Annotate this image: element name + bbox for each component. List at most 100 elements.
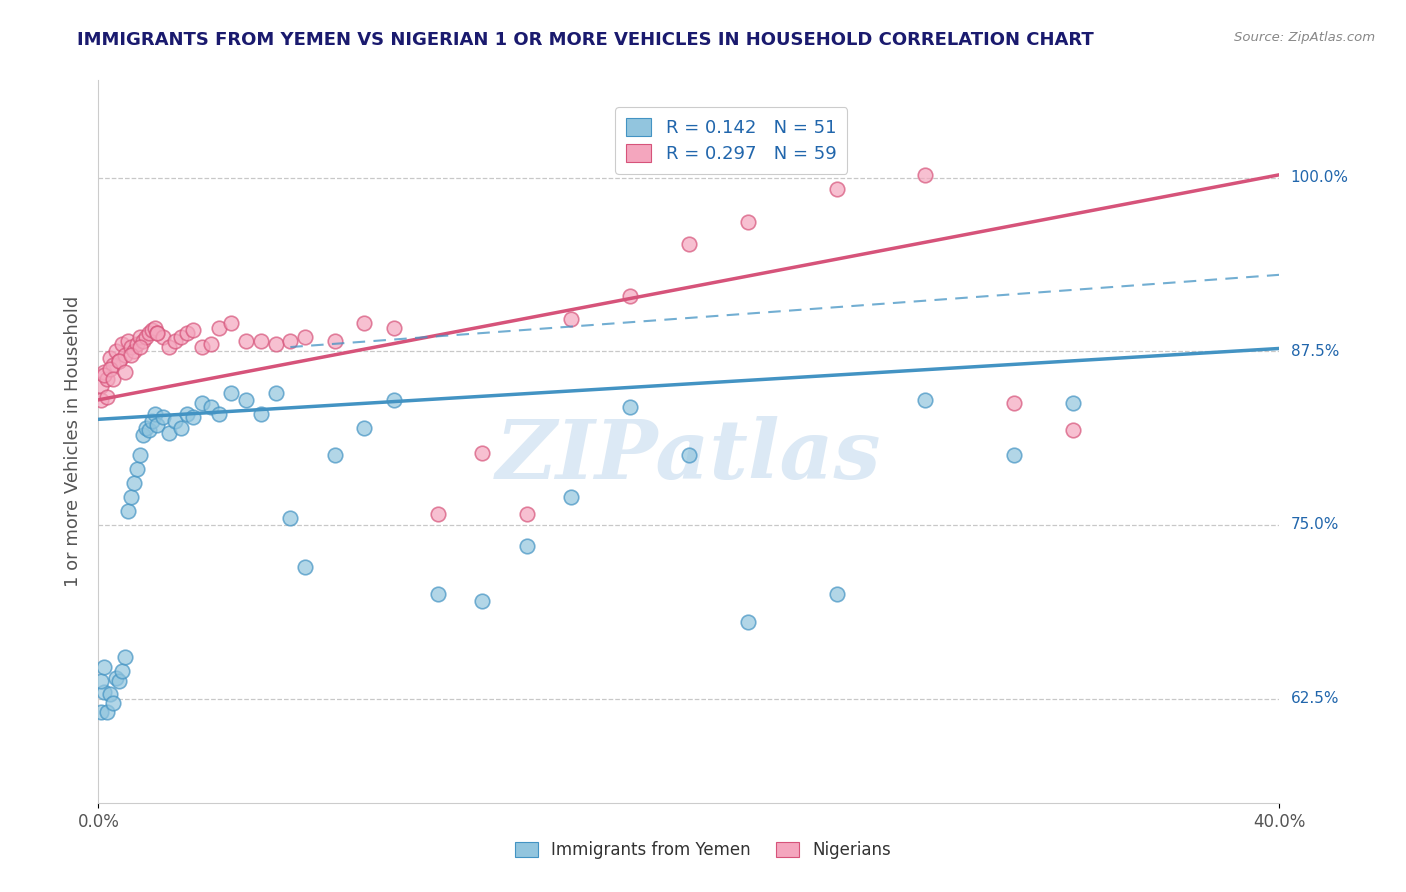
Point	[128, 330, 150, 344]
Point	[93, 365, 115, 379]
Point	[105, 344, 128, 359]
Point	[221, 317, 243, 331]
Point	[111, 337, 134, 351]
Point	[323, 334, 346, 349]
Text: Source: ZipAtlas.com: Source: ZipAtlas.com	[1234, 31, 1375, 45]
Point	[235, 392, 257, 407]
Point	[280, 334, 302, 349]
Point	[165, 334, 187, 349]
Point	[1002, 395, 1025, 409]
Point	[103, 696, 125, 710]
Point	[516, 507, 538, 521]
Point	[143, 407, 166, 421]
Point	[382, 320, 405, 334]
Point	[250, 407, 273, 421]
Point	[90, 673, 112, 688]
Text: 100.0%: 100.0%	[1291, 170, 1348, 185]
Point	[208, 407, 231, 421]
Point	[114, 365, 136, 379]
Point	[208, 320, 231, 334]
Point	[90, 379, 112, 393]
Point	[152, 330, 174, 344]
Point	[152, 409, 174, 424]
Point	[264, 337, 287, 351]
Point	[117, 334, 139, 349]
Point	[176, 326, 198, 341]
Point	[96, 706, 118, 720]
Point	[825, 182, 848, 196]
Text: 62.5%: 62.5%	[1291, 691, 1339, 706]
Point	[90, 706, 112, 720]
Point	[157, 340, 180, 354]
Point	[93, 368, 115, 382]
Point	[114, 649, 136, 664]
Point	[157, 426, 180, 441]
Point	[141, 414, 163, 428]
Point	[141, 323, 163, 337]
Point	[170, 330, 193, 344]
Point	[560, 490, 582, 504]
Point	[427, 507, 450, 521]
Point	[143, 320, 166, 334]
Point	[135, 330, 157, 344]
Point	[138, 326, 160, 341]
Point	[146, 326, 169, 341]
Point	[294, 559, 316, 574]
Point	[105, 671, 128, 685]
Point	[323, 449, 346, 463]
Point	[200, 337, 222, 351]
Point	[93, 684, 115, 698]
Point	[114, 348, 136, 362]
Point	[235, 334, 257, 349]
Point	[165, 414, 187, 428]
Point	[132, 334, 155, 349]
Point	[103, 372, 125, 386]
Point	[181, 323, 204, 337]
Point	[108, 354, 131, 368]
Point	[170, 420, 193, 434]
Point	[200, 400, 222, 414]
Point	[737, 615, 759, 630]
Point	[825, 587, 848, 601]
Point	[120, 490, 142, 504]
Legend: Immigrants from Yemen, Nigerians: Immigrants from Yemen, Nigerians	[508, 835, 898, 866]
Point	[103, 358, 125, 372]
Point	[560, 312, 582, 326]
Legend: R = 0.142   N = 51, R = 0.297   N = 59: R = 0.142 N = 51, R = 0.297 N = 59	[616, 107, 848, 174]
Point	[125, 462, 148, 476]
Point	[98, 351, 121, 366]
Point	[128, 449, 150, 463]
Point	[122, 344, 145, 359]
Text: 87.5%: 87.5%	[1291, 343, 1339, 359]
Point	[294, 330, 316, 344]
Point	[619, 400, 641, 414]
Point	[221, 385, 243, 400]
Point	[98, 362, 121, 376]
Point	[111, 664, 134, 678]
Point	[914, 168, 936, 182]
Point	[128, 340, 150, 354]
Text: 75.0%: 75.0%	[1291, 517, 1339, 533]
Point	[176, 407, 198, 421]
Point	[146, 417, 169, 432]
Point	[120, 348, 142, 362]
Text: ZIPatlas: ZIPatlas	[496, 416, 882, 496]
Point	[1002, 449, 1025, 463]
Point	[516, 539, 538, 553]
Point	[98, 688, 121, 702]
Point	[1062, 395, 1084, 409]
Y-axis label: 1 or more Vehicles in Household: 1 or more Vehicles in Household	[63, 296, 82, 587]
Point	[117, 504, 139, 518]
Point	[122, 476, 145, 491]
Point	[181, 409, 204, 424]
Point	[108, 673, 131, 688]
Point	[353, 420, 375, 434]
Point	[108, 354, 131, 368]
Point	[250, 334, 273, 349]
Point	[135, 420, 157, 434]
Point	[264, 385, 287, 400]
Point	[678, 449, 700, 463]
Point	[90, 392, 112, 407]
Point	[93, 659, 115, 673]
Text: IMMIGRANTS FROM YEMEN VS NIGERIAN 1 OR MORE VEHICLES IN HOUSEHOLD CORRELATION CH: IMMIGRANTS FROM YEMEN VS NIGERIAN 1 OR M…	[77, 31, 1094, 49]
